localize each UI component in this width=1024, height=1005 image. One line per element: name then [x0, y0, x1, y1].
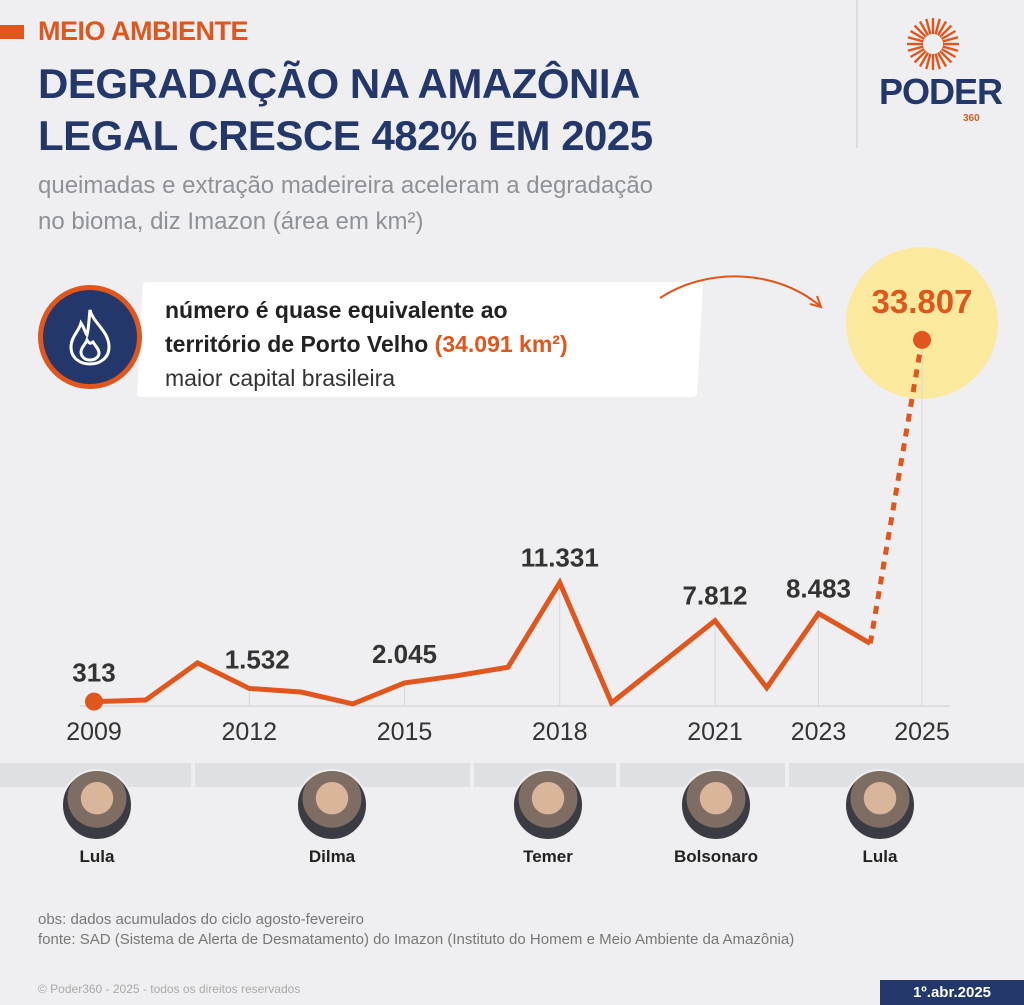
x-tick-label: 2025	[894, 718, 950, 746]
sun-ray	[942, 36, 959, 43]
callout-line3: maior capital brasileira	[165, 365, 396, 391]
sun-ray	[934, 53, 941, 70]
sun-ray	[909, 47, 925, 59]
x-tick-label: 2023	[791, 718, 847, 746]
callout-text: número é quase equivalente ao território…	[165, 293, 568, 395]
sun-ray	[939, 50, 953, 64]
president-name: Lula	[862, 847, 898, 866]
logo-divider	[856, 0, 858, 148]
copyright: © Poder360 - 2025 - todos os direitos re…	[38, 982, 301, 996]
president-name: Lula	[79, 847, 115, 866]
callout-line1: número é quase equivalente ao	[165, 297, 508, 323]
flame-badge	[38, 285, 142, 389]
avatar-lula-2	[844, 769, 916, 841]
sun-ray	[909, 29, 925, 41]
avatar-lula	[61, 769, 133, 841]
subtitle-line: no bioma, diz Imazon (área em km²)	[38, 208, 424, 235]
data-label-2012: 1.532	[225, 644, 290, 674]
sun-ray	[913, 24, 927, 38]
page-title: DEGRADAÇÃO NA AMAZÔNIA LEGAL CRESCE 482%…	[38, 58, 653, 162]
sun-ray	[907, 45, 924, 52]
flame-icon	[69, 309, 111, 366]
series-line	[93, 577, 872, 707]
sun-ray	[936, 20, 948, 36]
section-kicker: MEIO AMBIENTE	[38, 16, 249, 46]
sun-ray	[942, 45, 959, 52]
data-label-2023: 8.483	[786, 573, 851, 603]
data-point-2009	[85, 692, 103, 711]
obs-note: obs: dados acumulados do ciclo agosto-fe…	[38, 911, 365, 928]
subtitle: queimadas e extração madeireira aceleram…	[38, 168, 653, 240]
sun-ray	[939, 24, 953, 38]
logo: PODER	[879, 71, 1003, 112]
data-label-2015: 2.045	[372, 639, 437, 669]
sun-ray	[918, 52, 930, 68]
series-line-dashed	[867, 339, 925, 644]
x-tick-label: 2012	[221, 718, 277, 746]
x-tick-label: 2018	[532, 718, 588, 746]
title-line: DEGRADAÇÃO NA AMAZÔNIA	[38, 60, 640, 107]
president-name: Bolsonaro	[673, 847, 759, 866]
kicker-marker	[0, 25, 24, 39]
sun-ray	[934, 18, 941, 35]
data-label-2021: 7.812	[682, 581, 747, 611]
sun-ray	[925, 53, 932, 70]
sun-ray	[925, 18, 932, 35]
x-tick-label: 2015	[377, 718, 433, 746]
avatar-bolsonaro	[680, 769, 752, 841]
president-name: Dilma	[308, 847, 356, 866]
sun-ray	[936, 52, 948, 68]
data-point-2025	[913, 330, 931, 349]
sun-ray	[941, 47, 957, 59]
x-tick-label: 2021	[687, 718, 743, 746]
sun-ray	[907, 36, 924, 43]
sun-ray	[941, 29, 957, 41]
president-name: Temer	[523, 847, 573, 866]
source-note: fonte: SAD (Sistema de Alerta de Desmata…	[38, 931, 795, 948]
footnotes: obs: dados acumulados do ciclo agosto-fe…	[38, 910, 958, 950]
sun-ray	[918, 20, 930, 36]
avatar-temer	[512, 769, 584, 841]
x-tick-label: 2009	[66, 718, 122, 746]
avatar-dilma	[296, 769, 368, 841]
sun-logo-icon	[907, 18, 959, 70]
callout-highlight: (34.091 km²)	[434, 331, 568, 357]
data-label-2018: 11.331	[521, 543, 599, 573]
line-chart: 2009 2012 2015 2018 2021 2023 2025 313 1.532 2.04…	[66, 330, 950, 746]
callout-arrow-icon	[659, 275, 823, 309]
data-label-2009: 313	[72, 658, 115, 688]
sun-ray	[913, 50, 927, 64]
logo-sub: 360	[963, 113, 980, 124]
data-label-2025: 33.807	[871, 283, 973, 320]
title-line: LEGAL CRESCE 482% EM 2025	[38, 112, 653, 159]
date-badge: 1º.abr.2025	[880, 980, 1024, 1005]
subtitle-line: queimadas e extração madeireira aceleram…	[38, 172, 654, 199]
callout-line2: território de Porto Velho	[165, 331, 435, 357]
